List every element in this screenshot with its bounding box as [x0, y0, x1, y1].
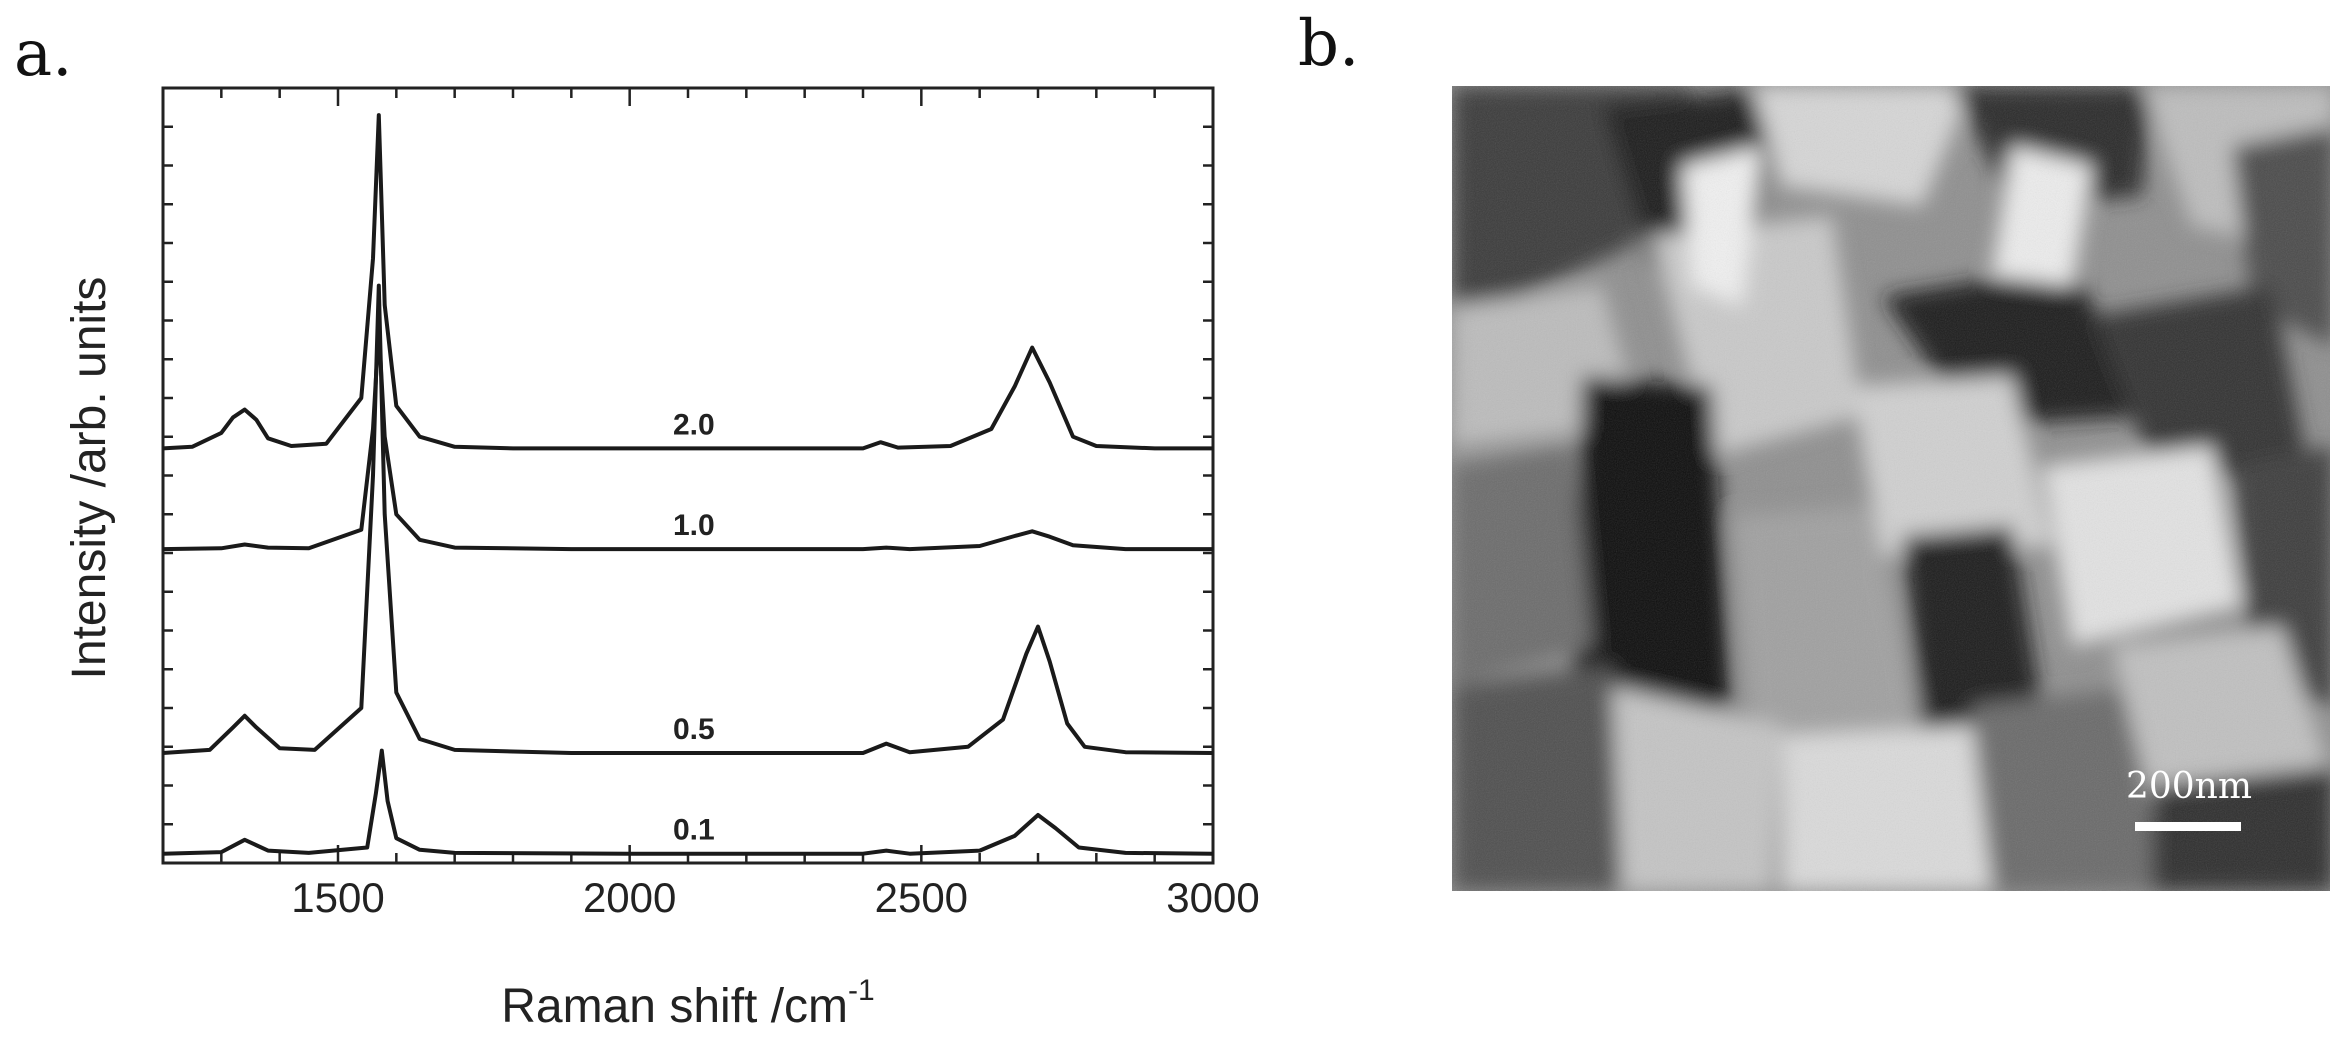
- x-tick-label: 3000: [1166, 874, 1259, 921]
- scale-bar-label: 200nm: [2126, 766, 2252, 807]
- raman-chart: 2.0 1.0 0.5 0.1 1500 2000 2500 3000 Raman shif…: [63, 86, 1260, 1033]
- curve-label-0.1: 0.1: [673, 814, 715, 847]
- plot-frame: [161, 86, 1215, 865]
- y-axis-label: Intensity /arb. units: [63, 277, 116, 680]
- x-tick-label: 1500: [291, 874, 384, 921]
- x-tick-label: 2500: [875, 874, 968, 921]
- x-tick-label: 2000: [583, 874, 676, 921]
- panel-b-label: b.: [1298, 7, 1360, 81]
- spectra: [162, 113, 1214, 856]
- spectrum-curve-0.5: [162, 283, 1214, 755]
- panel-a-label: a.: [14, 17, 73, 91]
- curve-label-1.0: 1.0: [673, 509, 715, 542]
- scale-bar: [2135, 822, 2241, 831]
- curve-label-0.5: 0.5: [673, 713, 715, 746]
- curve-labels: 2.0 1.0 0.5 0.1: [673, 408, 715, 846]
- axis-ticks: [161, 86, 1215, 865]
- x-axis-label: Raman shift /cm-1: [501, 974, 874, 1033]
- spectrum-curve-0.1: [162, 748, 1214, 856]
- x-tick-labels: 1500 2000 2500 3000: [291, 874, 1259, 921]
- spectrum-curve-1.0: [162, 326, 1213, 552]
- tem-image: 200nm: [1452, 86, 2330, 891]
- spectrum-curve-2.0: [162, 113, 1213, 451]
- curve-label-2.0: 2.0: [673, 408, 715, 441]
